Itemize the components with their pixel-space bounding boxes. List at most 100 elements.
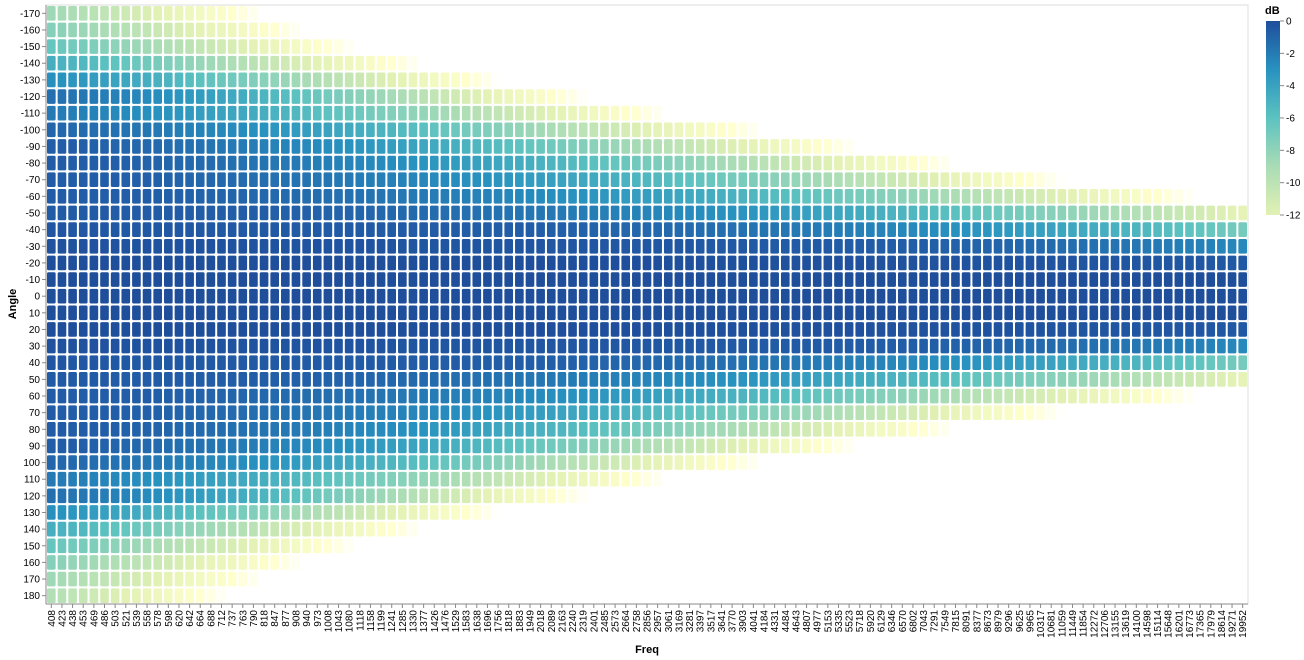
heatmap-cell [121, 421, 131, 437]
heatmap-cell [515, 89, 524, 104]
heatmap-cell [589, 571, 599, 587]
heatmap-cell [834, 288, 843, 304]
heatmap-cell [621, 322, 631, 337]
heatmap-cell [387, 505, 397, 520]
heatmap-cell [557, 105, 567, 121]
heatmap-cell [110, 471, 120, 487]
heatmap-cell [706, 455, 716, 470]
heatmap-cell [110, 488, 120, 504]
heatmap-cell [1195, 105, 1205, 121]
heatmap-cell [1057, 288, 1067, 304]
heatmap-cell [993, 105, 1003, 121]
x-tick-label: 486 [100, 610, 111, 627]
heatmap-cell [568, 89, 577, 104]
heatmap-cell [1185, 571, 1194, 587]
heatmap-cell [929, 322, 939, 337]
heatmap-cell [78, 538, 88, 554]
heatmap-cell [1057, 538, 1067, 554]
heatmap-cell [855, 421, 865, 437]
heatmap-cells [47, 6, 1247, 603]
heatmap-cell [504, 139, 514, 154]
heatmap-cell [142, 571, 152, 587]
heatmap-cell [908, 172, 918, 188]
heatmap-cell [1238, 355, 1247, 371]
x-tick-label: 18614 [1217, 610, 1228, 638]
heatmap-cell [1195, 372, 1205, 387]
heatmap-cell [919, 488, 928, 504]
heatmap-cell [1206, 272, 1216, 287]
heatmap-cell [972, 288, 982, 304]
heatmap-cell [983, 89, 992, 104]
heatmap-cell [238, 189, 248, 204]
heatmap-cell [1046, 39, 1056, 54]
heatmap-cell [142, 39, 152, 54]
heatmap-cell [281, 305, 290, 321]
heatmap-cell [174, 438, 184, 454]
heatmap-cell [408, 205, 418, 221]
heatmap-cell [323, 139, 333, 154]
heatmap-cell [164, 305, 173, 321]
heatmap-cell [291, 89, 301, 104]
heatmap-cell [174, 288, 184, 304]
heatmap-cell [1121, 538, 1130, 554]
heatmap-cell [355, 355, 365, 371]
x-tick-label: 17979 [1206, 610, 1217, 638]
heatmap-cell [312, 39, 322, 54]
heatmap-cell [291, 488, 301, 504]
heatmap-cell [642, 471, 652, 487]
heatmap-cell [1110, 105, 1120, 121]
heatmap-cell [174, 322, 184, 337]
heatmap-cell [195, 588, 205, 603]
heatmap-cell [770, 588, 779, 603]
heatmap-cell [1121, 322, 1130, 337]
heatmap-cell [451, 421, 460, 437]
heatmap-cell [302, 288, 311, 304]
heatmap-cell [663, 505, 673, 520]
heatmap-cell [68, 172, 77, 188]
heatmap-cell [206, 372, 216, 387]
heatmap-cell [802, 421, 811, 437]
heatmap-cell [1014, 238, 1024, 254]
heatmap-cell [78, 571, 88, 587]
heatmap-cell [504, 172, 514, 188]
heatmap-cell [1036, 72, 1045, 88]
heatmap-cell [121, 55, 131, 71]
heatmap-cell [238, 588, 248, 603]
heatmap-cell [823, 155, 833, 171]
heatmap-cell [78, 372, 88, 387]
heatmap-cell [951, 455, 960, 470]
heatmap-cell [1014, 172, 1024, 188]
heatmap-cell [1238, 255, 1247, 271]
heatmap-cell [1036, 322, 1045, 337]
heatmap-cell [1227, 189, 1237, 204]
x-tick-label: 1638 [472, 610, 483, 633]
heatmap-cell [185, 538, 194, 554]
heatmap-cell [281, 55, 290, 71]
heatmap-cell [429, 288, 439, 304]
heatmap-cell [1078, 105, 1088, 121]
heatmap-cell [897, 272, 907, 287]
heatmap-cell [536, 122, 545, 138]
heatmap-cell [398, 222, 407, 237]
heatmap-cell [1100, 39, 1109, 54]
heatmap-cell [621, 189, 631, 204]
heatmap-cell [270, 355, 280, 371]
heatmap-cell [153, 89, 163, 104]
heatmap-cell [1014, 405, 1024, 420]
heatmap-cell [110, 172, 120, 188]
heatmap-cell [1174, 322, 1184, 337]
heatmap-cell [908, 255, 918, 271]
heatmap-cell [802, 372, 811, 387]
heatmap-cell [398, 555, 407, 570]
heatmap-cell [866, 288, 875, 304]
heatmap-cell [312, 6, 322, 21]
heatmap-cell [632, 222, 641, 237]
heatmap-cell [823, 355, 833, 371]
heatmap-cell [281, 571, 290, 587]
heatmap-cell [855, 471, 865, 487]
heatmap-cell [706, 488, 716, 504]
heatmap-cell [302, 521, 311, 537]
heatmap-cell [993, 305, 1003, 321]
heatmap-cell [164, 288, 173, 304]
heatmap-cell [961, 122, 971, 138]
